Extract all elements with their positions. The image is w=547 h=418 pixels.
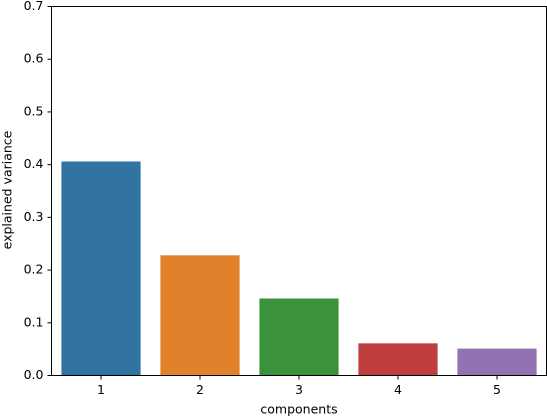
bar xyxy=(61,161,141,376)
x-tick-label: 4 xyxy=(394,382,402,397)
y-tick-label: 0.7 xyxy=(24,0,44,13)
x-tick-label: 2 xyxy=(196,382,204,397)
x-axis-label: components xyxy=(260,402,337,417)
y-tick-label: 0.4 xyxy=(24,156,44,171)
y-tick-label: 0.6 xyxy=(24,51,44,66)
bar xyxy=(358,343,438,376)
bar xyxy=(160,255,240,376)
y-axis-label: explained variance xyxy=(0,130,15,249)
y-tick-label: 0.5 xyxy=(24,103,44,118)
y-tick-label: 0.1 xyxy=(24,314,44,329)
x-tick-label: 1 xyxy=(97,382,105,397)
bar xyxy=(457,348,537,376)
x-tick-label: 5 xyxy=(493,382,501,397)
y-tick-label: 0.2 xyxy=(24,262,44,277)
bar xyxy=(259,298,339,376)
y-tick-label: 0.3 xyxy=(24,209,44,224)
y-tick-label: 0.0 xyxy=(24,367,44,382)
x-tick-label: 3 xyxy=(295,382,303,397)
